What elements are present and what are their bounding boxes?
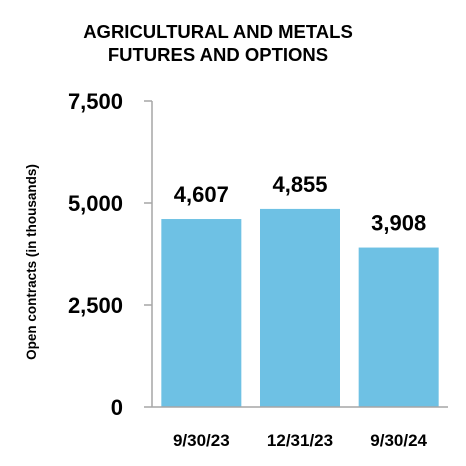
bar-value-label: 4,607 [174,182,229,207]
chart-title-line-1: AGRICULTURAL AND METALS [83,21,353,42]
data-labels-group: 4,607 4,855 3,908 [174,172,426,236]
bar [161,219,242,407]
x-category-label: 9/30/24 [370,431,427,450]
y-tick-label: 7,500 [68,89,123,114]
x-category-label: 9/30/23 [173,431,230,450]
bars-group [161,208,439,407]
y-axis-title: Open contracts (in thousands) [24,164,39,360]
category-labels-group: 9/30/23 12/31/23 9/30/24 [173,431,428,450]
bar [260,208,340,407]
chart-title-line-2: FUTURES AND OPTIONS [108,44,328,65]
y-tick-label: 5,000 [68,191,123,216]
bar-value-label: 3,908 [371,211,426,236]
bar [358,247,439,407]
y-tick-label: 0 [111,395,123,420]
y-axis-ticks: 0 2,500 5,000 7,500 [68,89,152,420]
y-tick-label: 2,500 [68,293,123,318]
bar-value-label: 4,855 [272,172,327,197]
x-category-label: 12/31/23 [267,431,333,450]
